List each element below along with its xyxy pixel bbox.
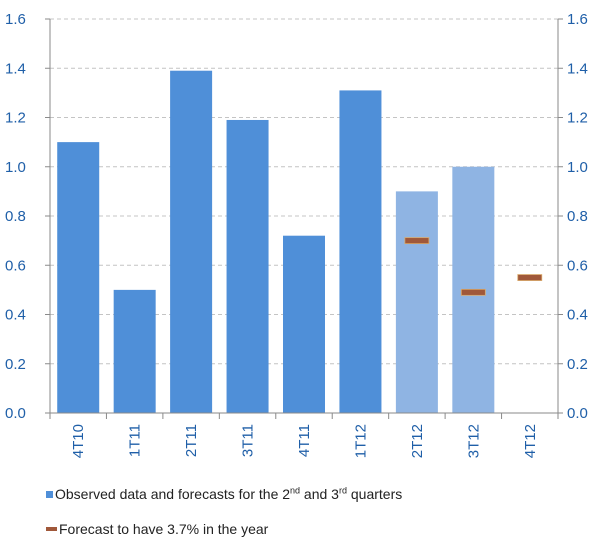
x-tick-label-4T12: 4T12 <box>522 424 539 458</box>
chart-plot: 0.0 0.0 0.2 0.2 0.4 0.4 0.6 0.6 0.8 0.8 1.0 1.0 1.2 1… <box>5 11 588 458</box>
x-tick-label-3T11: 3T11 <box>240 424 257 457</box>
y-tick-label-right: 0.2 <box>567 356 588 373</box>
x-tick-label-4T11: 4T11 <box>296 424 313 457</box>
legend-observed-text-3: quarters <box>347 486 403 502</box>
x-tick-label-2T11: 2T11 <box>183 424 200 457</box>
bar-4T11 <box>283 235 325 413</box>
legend-forecast-text: Forecast to have 3.7% in the year <box>59 521 269 537</box>
legend-observed-sup-2: rd <box>338 485 347 496</box>
y-tick-label-left: 1.4 <box>5 60 26 77</box>
bar-2T11 <box>170 70 213 414</box>
forecast-marker-2T12 <box>404 237 430 245</box>
y-tick-label-right: 1.0 <box>567 159 588 176</box>
legend-observed-text-2: and 3 <box>300 486 339 502</box>
legend-observed-text-1: Observed data and forecasts for the 2 <box>55 486 291 502</box>
y-tick-label-left: 1.6 <box>5 11 26 28</box>
y-tick-label-right: 1.6 <box>567 11 588 28</box>
bar-2T12 <box>395 191 438 413</box>
x-tick-label-3T12: 3T12 <box>465 424 482 458</box>
y-tick-label-right: 1.4 <box>567 60 588 77</box>
forecast-marker-3T12 <box>460 288 486 296</box>
bar-1T11 <box>113 289 156 413</box>
x-tick-label-1T11: 1T11 <box>127 424 144 457</box>
bar-3T11 <box>226 119 269 414</box>
x-tick-label-1T12: 1T12 <box>352 424 369 458</box>
y-tick-label-right: 0.8 <box>567 208 588 225</box>
y-tick-label-left: 0.8 <box>5 208 26 225</box>
y-tick-label-left: 1.2 <box>5 110 26 127</box>
forecast-marker-4T12 <box>517 274 543 281</box>
legend-item-forecast: Forecast to have 3.7% in the year <box>46 521 268 537</box>
y-tick-label-right: 0.6 <box>567 257 588 274</box>
bar-1T12 <box>339 90 382 413</box>
legend-line-swatch <box>46 527 57 531</box>
bar-4T10 <box>57 142 100 413</box>
y-tick-label-right: 0.4 <box>567 307 588 324</box>
legend-item-observed: Observed data and forecasts for the 2nd … <box>46 486 402 502</box>
legend-bar-swatch <box>46 491 53 498</box>
x-tick-label-2T12: 2T12 <box>409 424 426 458</box>
y-tick-label-left: 0.4 <box>5 307 26 324</box>
legend-observed-sup-1: nd <box>290 485 301 496</box>
y-tick-label-right: 1.2 <box>567 110 588 127</box>
y-tick-label-left: 0.6 <box>5 257 26 274</box>
y-tick-label-right: 0.0 <box>567 405 588 422</box>
y-tick-label-left: 1.0 <box>5 159 26 176</box>
y-tick-label-left: 0.0 <box>5 405 26 422</box>
y-tick-label-left: 0.2 <box>5 356 26 373</box>
x-tick-label-4T10: 4T10 <box>70 424 87 458</box>
